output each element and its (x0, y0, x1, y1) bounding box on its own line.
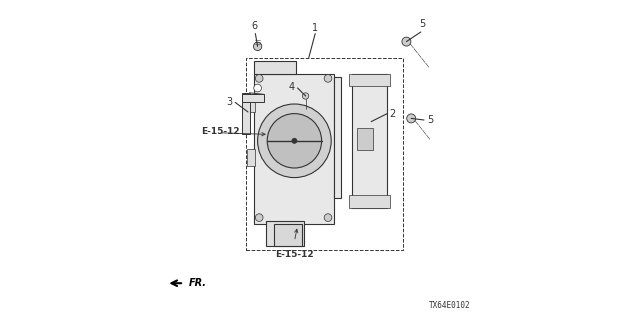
Bar (242, 94, 264, 102)
Bar (334, 77, 340, 198)
Circle shape (303, 93, 309, 99)
Text: 6: 6 (252, 21, 257, 31)
Circle shape (253, 42, 262, 51)
Circle shape (255, 214, 263, 221)
Bar (349, 74, 390, 86)
Circle shape (407, 114, 416, 123)
Bar (247, 149, 255, 166)
Text: E-15-12: E-15-12 (202, 127, 240, 136)
Circle shape (324, 214, 332, 221)
Circle shape (292, 138, 297, 143)
Circle shape (402, 37, 411, 46)
Circle shape (254, 84, 262, 92)
Bar (246, 58, 403, 250)
Bar (254, 74, 334, 224)
Circle shape (255, 75, 263, 82)
Text: 5: 5 (419, 20, 426, 29)
Bar (349, 195, 390, 208)
Text: E-15-12: E-15-12 (275, 250, 314, 259)
Text: TX64E0102: TX64E0102 (429, 301, 470, 310)
Text: FR.: FR. (189, 278, 207, 288)
Bar (266, 221, 304, 246)
Circle shape (257, 104, 332, 178)
Bar (254, 61, 296, 74)
Text: 3: 3 (226, 97, 232, 108)
Text: 1: 1 (312, 23, 318, 33)
Text: 5: 5 (428, 115, 433, 125)
Bar (357, 128, 372, 150)
Bar (247, 94, 255, 112)
Circle shape (324, 75, 332, 82)
Circle shape (268, 114, 321, 168)
Bar (242, 93, 250, 134)
Text: 4: 4 (289, 82, 295, 92)
Text: 2: 2 (388, 108, 395, 119)
Bar (352, 74, 387, 208)
Bar (274, 224, 303, 246)
